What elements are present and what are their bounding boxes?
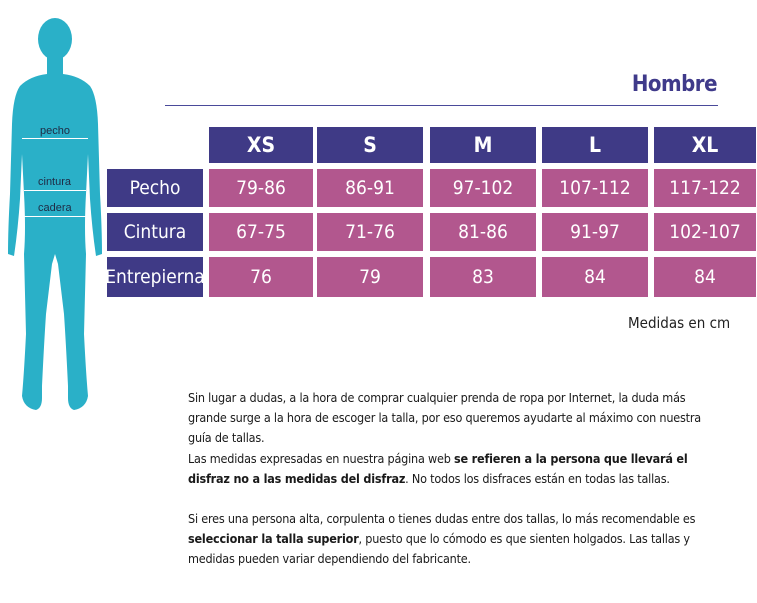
table-cell: 84 — [541, 256, 649, 298]
waist-line — [24, 190, 86, 191]
table-cell: 79 — [316, 256, 424, 298]
human-figure-icon — [8, 18, 102, 410]
paragraph-advice-text: Si eres una persona alta, corpulenta o t… — [188, 511, 696, 526]
table-cell: 102-107 — [653, 212, 757, 252]
paragraph-measures-text: Las medidas expresadas en nuestra página… — [188, 451, 455, 466]
paragraph-intro: Sin lugar a dudas, a la hora de comprar … — [188, 388, 723, 448]
paragraph-measures-end: . No todos los disfraces están en todas … — [405, 471, 670, 486]
table-cell: 86-91 — [316, 168, 424, 208]
paragraph-measures: Las medidas expresadas en nuestra página… — [188, 449, 723, 489]
table-cell: 67-75 — [208, 212, 314, 252]
size-header-xs: XS — [208, 126, 314, 164]
table-cell: 83 — [429, 256, 537, 298]
row-label-chest: Pecho — [106, 168, 204, 208]
row-label-inseam: Entrepierna — [105, 256, 205, 298]
table-cell: 76 — [208, 256, 314, 298]
chest-line — [22, 138, 88, 139]
paragraph-measures-bold: se refieren a la persona que llevará el … — [188, 451, 688, 486]
paragraph-advice: Si eres una persona alta, corpulenta o t… — [188, 509, 723, 569]
page-title: Hombre — [631, 72, 718, 97]
chest-label: pecho — [40, 125, 70, 137]
table-cell: 81-86 — [429, 212, 537, 252]
hip-label: cadera — [38, 202, 72, 214]
paragraph-intro-text: Sin lugar a dudas, a la hora de comprar … — [188, 390, 701, 445]
table-cell: 79-86 — [208, 168, 314, 208]
table-cell: 71-76 — [316, 212, 424, 252]
table-cell: 84 — [653, 256, 757, 298]
title-divider — [165, 105, 718, 106]
units-note: Medidas en cm — [628, 314, 731, 332]
paragraph-advice-bold: seleccionar la talla superior — [188, 531, 359, 546]
table-cell: 91-97 — [541, 212, 649, 252]
size-header-xl: XL — [653, 126, 757, 164]
body-silhouette: pecho cintura cadera — [0, 14, 110, 414]
size-header-m: M — [429, 126, 537, 164]
row-label-waist: Cintura — [106, 212, 204, 252]
table-cell: 97-102 — [429, 168, 537, 208]
size-header-l: L — [541, 126, 649, 164]
size-header-s: S — [316, 126, 424, 164]
waist-label: cintura — [38, 176, 72, 188]
hip-line — [24, 216, 86, 217]
paragraph-advice-end: , puesto que lo cómodo es que sienten ho… — [188, 531, 690, 566]
table-cell: 107-112 — [541, 168, 649, 208]
table-cell: 117-122 — [653, 168, 757, 208]
